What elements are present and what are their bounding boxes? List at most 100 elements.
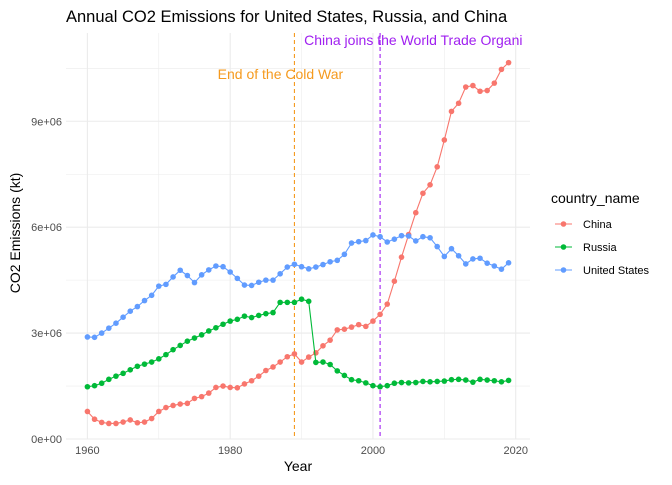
data-point <box>220 383 226 389</box>
data-point <box>355 321 362 328</box>
data-point <box>391 236 398 242</box>
data-point <box>477 255 483 262</box>
data-point <box>448 376 455 383</box>
data-point <box>84 408 91 415</box>
data-point <box>234 385 241 391</box>
data-point <box>420 190 426 197</box>
data-point <box>277 299 283 306</box>
data-point <box>177 401 184 407</box>
data-point <box>491 80 498 86</box>
legend-item: United States <box>555 265 650 277</box>
data-point <box>113 420 119 427</box>
data-point <box>220 263 226 270</box>
data-point <box>505 260 512 266</box>
data-point <box>205 328 212 334</box>
data-point <box>134 419 141 426</box>
data-point <box>341 251 348 258</box>
data-point <box>405 233 412 239</box>
data-point <box>163 404 169 411</box>
data-point <box>98 419 105 426</box>
data-point <box>91 416 98 423</box>
data-point <box>156 408 162 415</box>
data-point <box>320 261 326 268</box>
data-point <box>348 240 355 246</box>
data-point <box>148 359 155 365</box>
data-point <box>198 332 205 338</box>
data-point <box>184 272 191 279</box>
data-point <box>205 267 212 273</box>
data-point <box>205 390 212 396</box>
data-point <box>420 233 426 240</box>
data-point <box>255 312 262 319</box>
data-point <box>370 382 376 389</box>
data-point <box>98 330 105 336</box>
data-point <box>448 245 455 252</box>
data-point <box>384 239 391 245</box>
data-point <box>327 337 333 343</box>
data-point <box>191 335 198 341</box>
data-point <box>334 257 341 264</box>
y-tick-label: 6e+06 <box>31 222 62 234</box>
data-point <box>455 100 462 107</box>
data-point <box>313 264 319 270</box>
data-point <box>248 377 255 384</box>
y-tick-label: 3e+06 <box>31 328 62 340</box>
x-tick-label: 2020 <box>503 445 527 457</box>
data-point <box>498 379 505 385</box>
data-point <box>91 382 98 389</box>
data-point <box>348 324 355 330</box>
data-point <box>363 380 369 386</box>
data-point <box>177 267 184 274</box>
data-point <box>284 264 291 270</box>
data-point <box>484 260 490 266</box>
data-point <box>234 275 241 282</box>
data-point <box>455 252 462 259</box>
data-point <box>141 297 148 304</box>
data-point <box>470 256 476 262</box>
data-point <box>170 346 176 353</box>
annotation-label-0: End of the Cold War <box>218 66 344 82</box>
data-point <box>241 313 248 319</box>
data-point <box>412 238 419 244</box>
data-point <box>434 243 441 250</box>
data-point <box>248 282 255 289</box>
data-point <box>84 383 91 390</box>
data-point <box>148 415 155 422</box>
data-point <box>156 356 162 362</box>
data-point <box>120 370 126 377</box>
data-point <box>370 318 376 324</box>
data-point <box>427 234 433 241</box>
legend-item: China <box>555 219 613 231</box>
data-point <box>263 310 269 317</box>
data-point <box>291 351 298 357</box>
data-point <box>462 261 469 267</box>
legend-title: country_name <box>551 190 640 206</box>
data-point <box>127 417 134 423</box>
data-point <box>106 420 112 427</box>
data-point <box>227 269 233 275</box>
data-point <box>277 270 283 277</box>
data-point <box>412 379 419 386</box>
data-point <box>505 59 512 66</box>
data-point <box>320 342 326 349</box>
data-point <box>277 359 283 365</box>
legend-label: China <box>583 219 613 231</box>
data-point <box>227 384 233 391</box>
data-point <box>191 279 198 286</box>
data-point <box>462 377 469 383</box>
data-point <box>441 378 448 384</box>
data-point <box>377 233 383 240</box>
x-tick-label: 2000 <box>361 445 385 457</box>
data-point <box>341 326 348 333</box>
data-point <box>213 324 219 331</box>
data-point <box>441 253 448 260</box>
series-layer <box>84 59 512 427</box>
data-point <box>398 232 405 239</box>
data-point <box>434 164 441 170</box>
data-point <box>98 380 105 387</box>
data-point <box>156 283 162 289</box>
data-point <box>291 261 298 268</box>
data-point <box>263 277 269 283</box>
data-point <box>291 299 298 306</box>
